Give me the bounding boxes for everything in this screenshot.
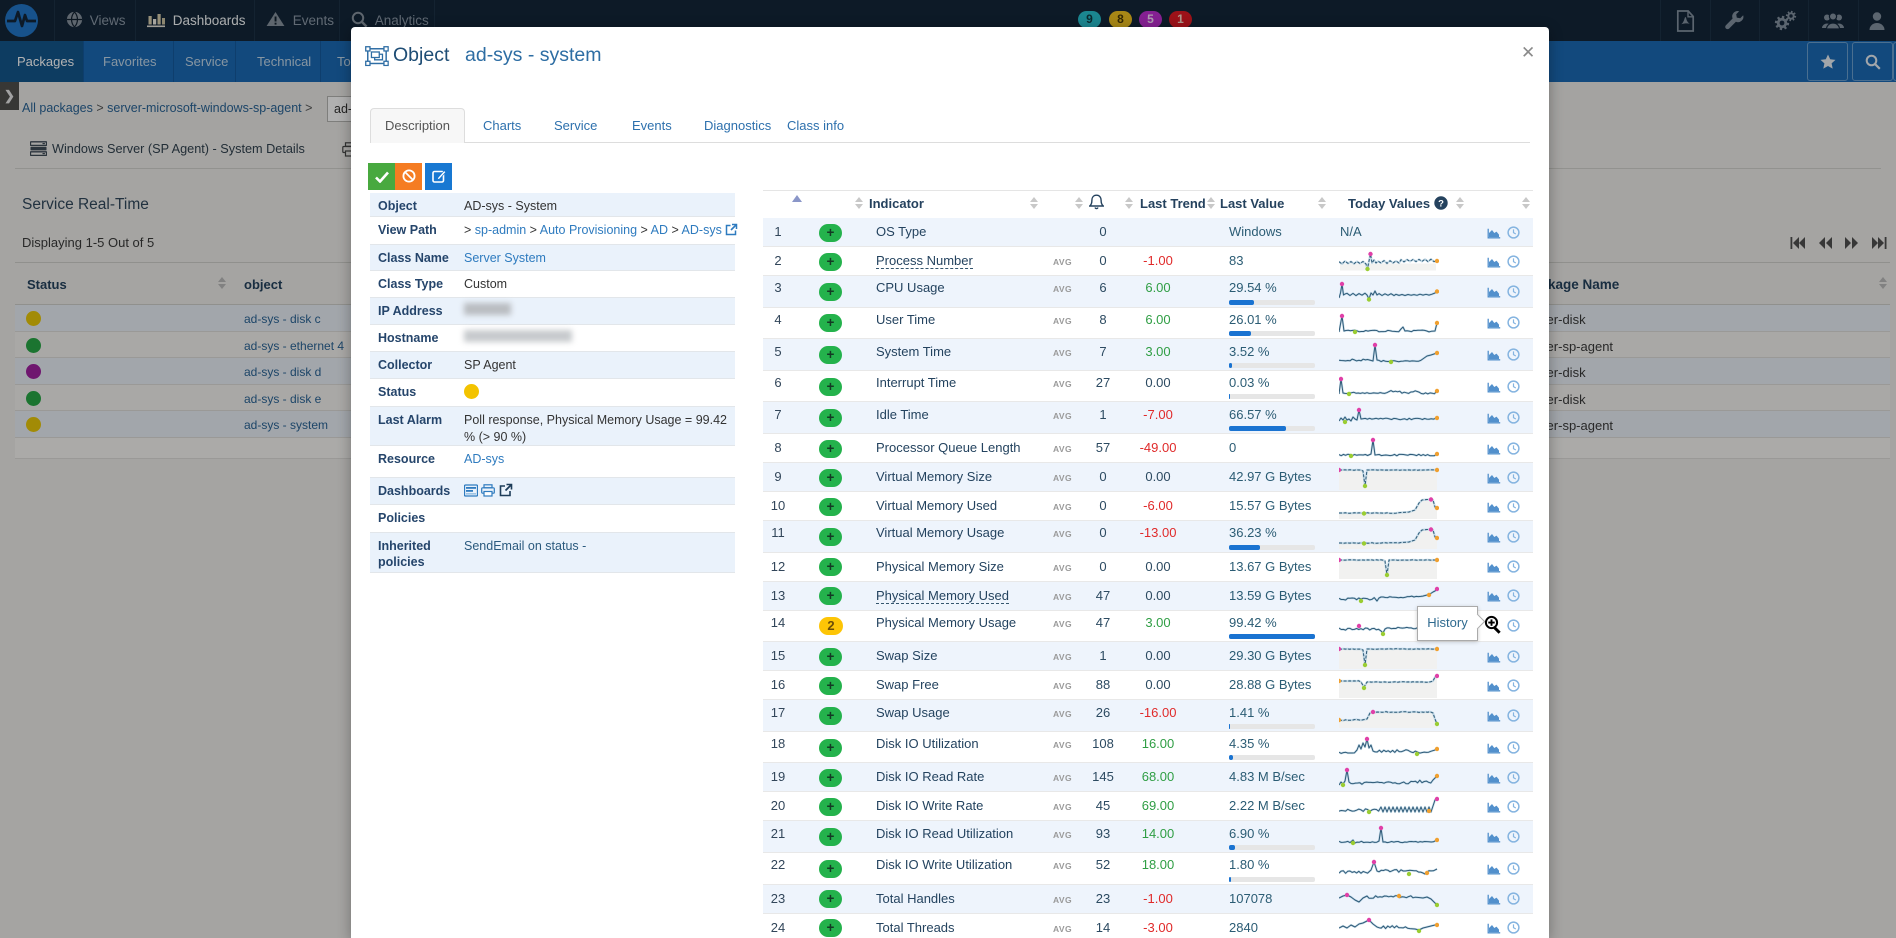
svg-text:?: ? — [1438, 198, 1444, 209]
